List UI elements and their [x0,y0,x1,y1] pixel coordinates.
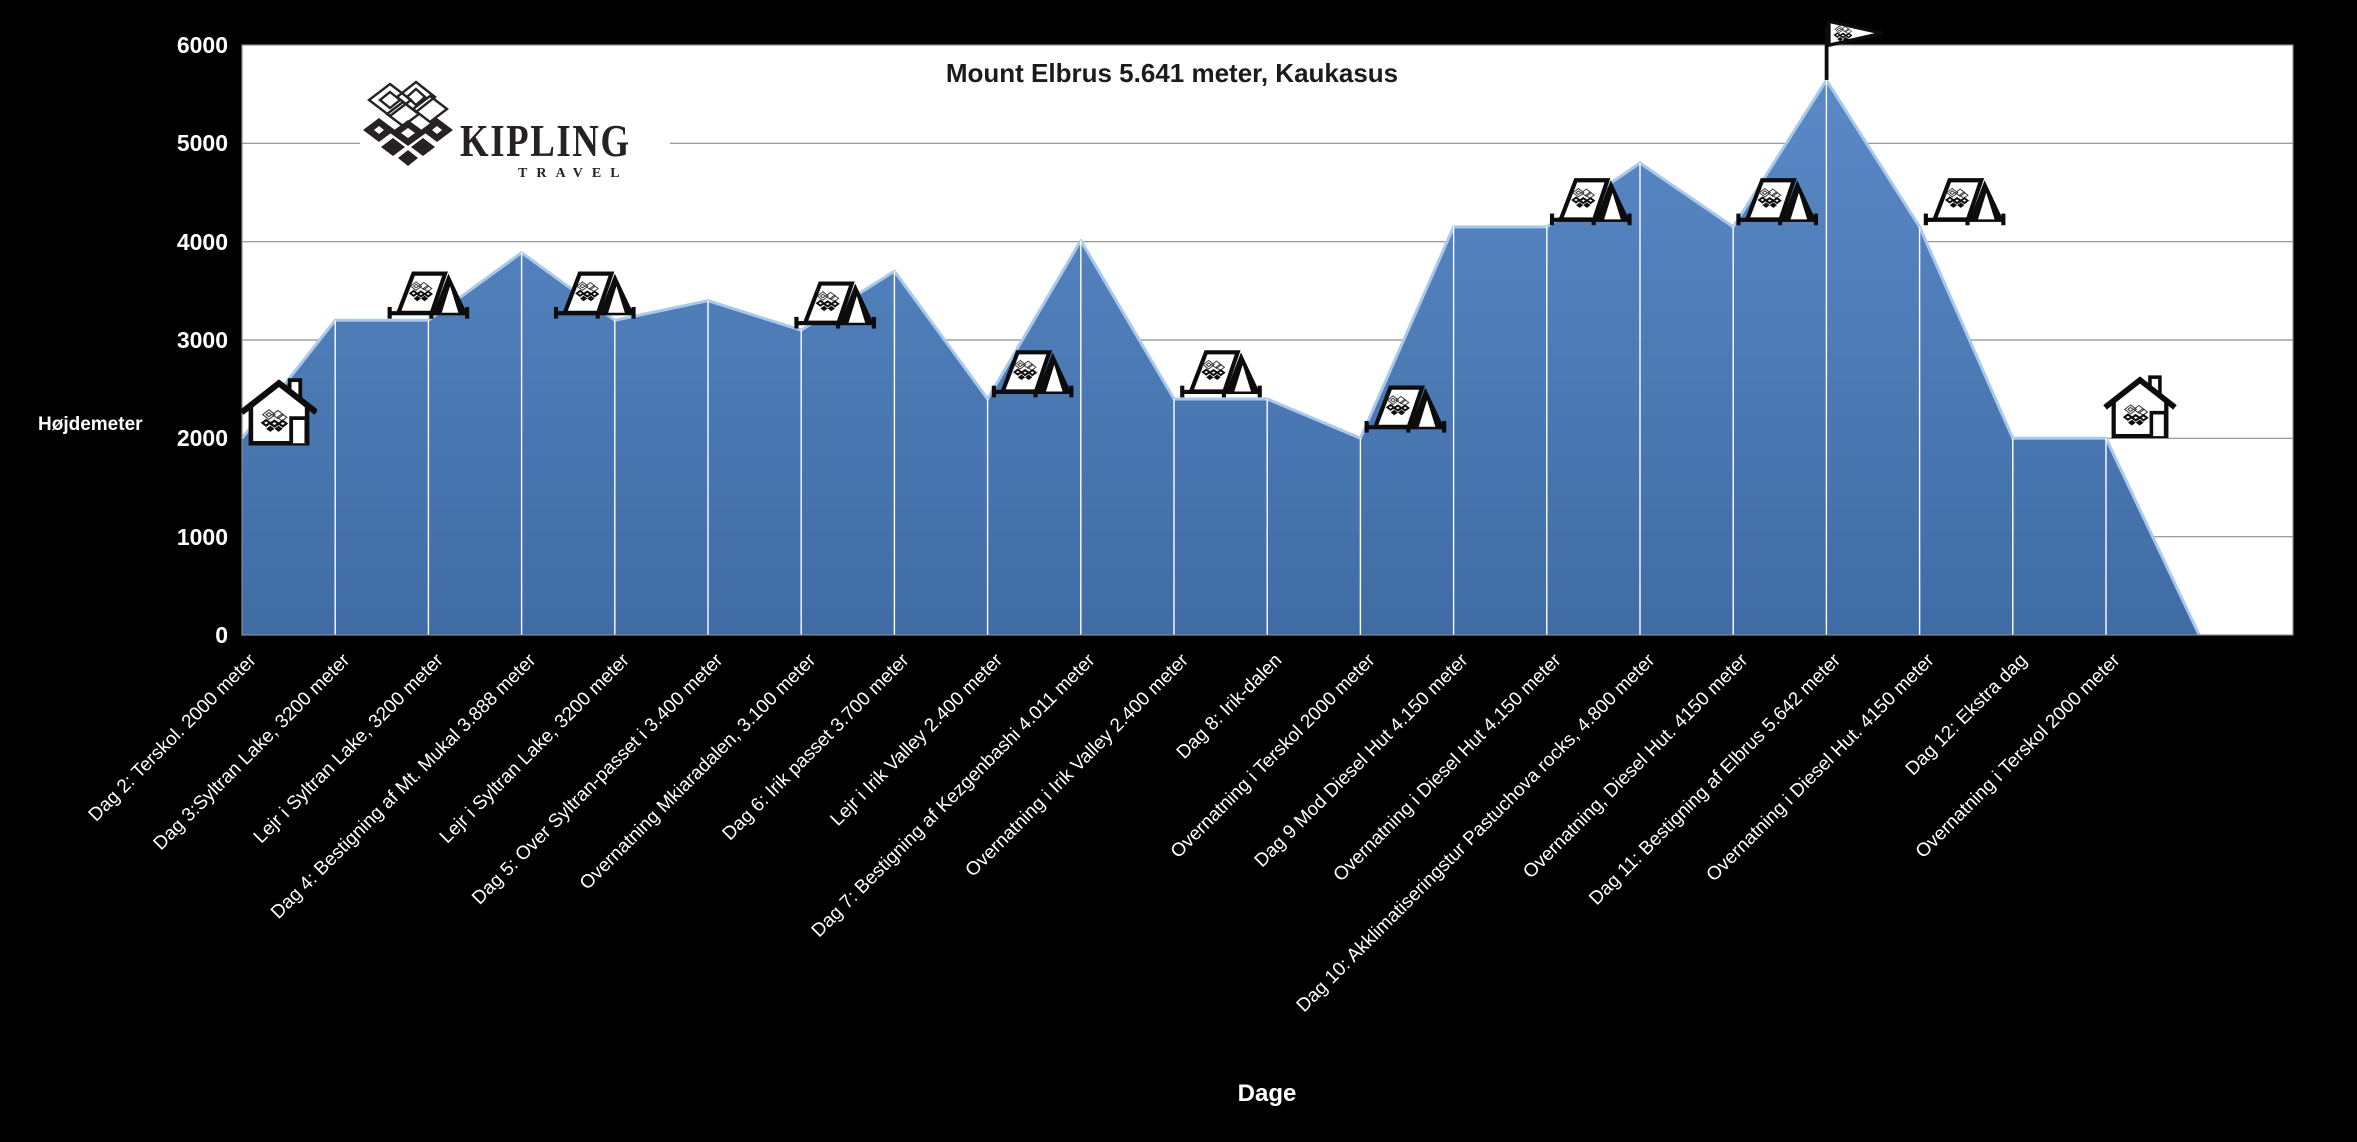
y-tick-label: 0 [215,622,228,648]
kipling-knot-icon [362,80,454,180]
y-axis-title: Højdemeter [38,414,143,435]
logo-wordmark: KIPLING [460,115,631,166]
y-tick-label: 6000 [176,32,228,58]
y-tick-label: 1000 [176,523,228,550]
y-tick-label: 5000 [176,130,228,157]
elevation-area [242,80,2200,635]
x-axis-title: Dage [1237,1080,1297,1107]
y-tick-label: 4000 [176,228,228,255]
chart-title: Mount Elbrus 5.641 meter, Kaukasus [945,58,1399,88]
y-tick-label: 2000 [176,425,228,452]
plot-border [241,44,2294,636]
logo-subtitle: TRAVEL [518,166,629,181]
elevation-area-edge [240,78,2201,636]
kipling-travel-logo: KIPLING TRAVEL [360,78,670,182]
y-tick-label: 3000 [176,327,228,353]
